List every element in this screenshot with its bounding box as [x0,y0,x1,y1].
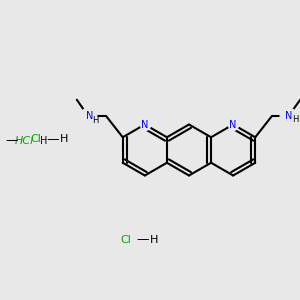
Text: N: N [285,111,292,121]
Text: H: H [93,116,99,125]
Text: N: N [230,119,237,130]
Text: —: — [46,133,59,146]
Text: Cl: Cl [121,235,131,245]
Text: H: H [292,115,298,124]
Text: —: — [136,233,149,247]
Text: N: N [230,119,237,130]
Text: N: N [141,119,148,130]
Text: H: H [40,136,47,146]
Text: N: N [141,119,148,130]
Text: —: — [6,134,18,148]
Text: HCl: HCl [14,136,34,146]
Text: H: H [150,235,159,245]
Text: N: N [86,111,93,121]
Text: Cl: Cl [31,134,41,145]
Text: H: H [60,134,69,145]
